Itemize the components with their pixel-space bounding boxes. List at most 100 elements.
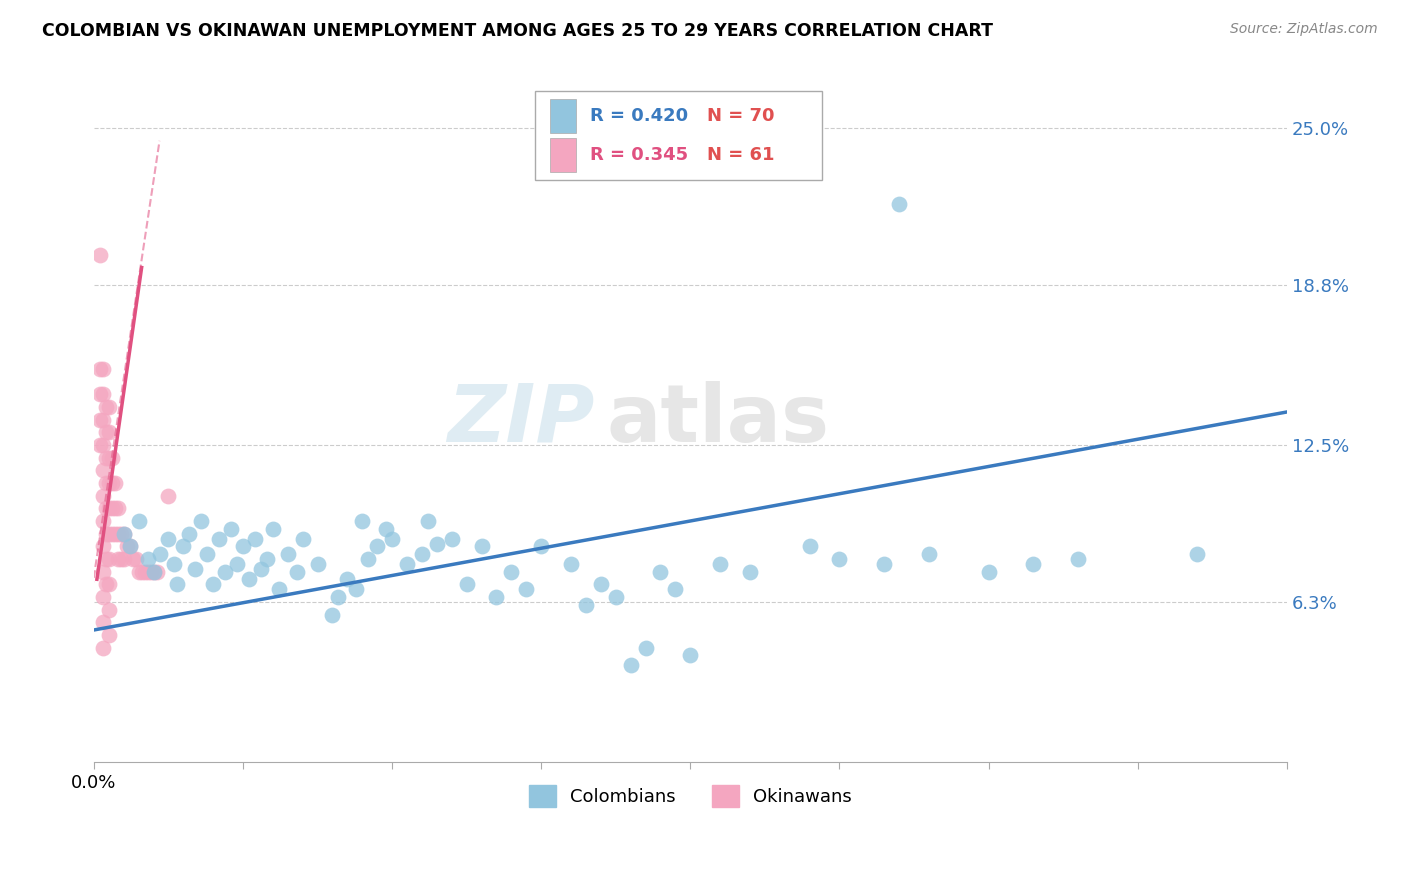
Point	[321, 607, 343, 622]
Point	[118, 539, 141, 553]
Point	[395, 557, 418, 571]
Point	[243, 532, 266, 546]
Point	[336, 572, 359, 586]
Point	[709, 557, 731, 571]
Point	[101, 450, 124, 465]
Point	[471, 539, 494, 553]
Point	[94, 577, 117, 591]
Point	[873, 557, 896, 571]
Point	[357, 552, 380, 566]
Point	[195, 547, 218, 561]
Point	[157, 489, 180, 503]
Point	[91, 362, 114, 376]
Point	[515, 582, 537, 597]
Point	[91, 489, 114, 503]
Point	[214, 565, 236, 579]
Point	[94, 552, 117, 566]
Point	[381, 532, 404, 546]
Text: N = 61: N = 61	[707, 146, 775, 164]
Point	[128, 565, 150, 579]
Text: COLOMBIAN VS OKINAWAN UNEMPLOYMENT AMONG AGES 25 TO 29 YEARS CORRELATION CHART: COLOMBIAN VS OKINAWAN UNEMPLOYMENT AMONG…	[42, 22, 993, 40]
Point	[977, 565, 1000, 579]
Point	[179, 526, 201, 541]
Point	[352, 514, 374, 528]
Point	[89, 248, 111, 262]
Point	[101, 501, 124, 516]
Point	[157, 532, 180, 546]
Point	[634, 640, 657, 655]
Point	[142, 565, 165, 579]
Point	[560, 557, 582, 571]
Point	[112, 526, 135, 541]
Point	[89, 362, 111, 376]
Point	[232, 539, 254, 553]
Point	[440, 532, 463, 546]
Point	[91, 438, 114, 452]
Text: R = 0.420: R = 0.420	[591, 107, 689, 125]
Point	[136, 565, 159, 579]
Point	[97, 425, 120, 440]
Point	[94, 450, 117, 465]
Point	[134, 565, 156, 579]
Point	[101, 526, 124, 541]
Point	[115, 539, 138, 553]
Text: atlas: atlas	[607, 381, 830, 458]
Point	[94, 400, 117, 414]
Point	[664, 582, 686, 597]
Point	[112, 552, 135, 566]
Point	[104, 501, 127, 516]
Point	[131, 565, 153, 579]
Point	[97, 501, 120, 516]
Point	[238, 572, 260, 586]
Point	[97, 603, 120, 617]
Point	[799, 539, 821, 553]
Point	[208, 532, 231, 546]
Point	[97, 450, 120, 465]
Point	[104, 526, 127, 541]
Point	[107, 501, 129, 516]
Point	[121, 552, 143, 566]
Point	[530, 539, 553, 553]
Point	[328, 590, 350, 604]
Point	[101, 475, 124, 490]
Point	[589, 577, 612, 591]
Point	[166, 577, 188, 591]
Point	[344, 582, 367, 597]
Point	[91, 514, 114, 528]
Point	[104, 475, 127, 490]
Point	[110, 552, 132, 566]
Bar	[550, 138, 576, 172]
Point	[89, 412, 111, 426]
Point	[110, 526, 132, 541]
Point	[738, 565, 761, 579]
Point	[97, 400, 120, 414]
Text: ZIP: ZIP	[447, 381, 595, 458]
Point	[828, 552, 851, 566]
Legend: Colombians, Okinawans: Colombians, Okinawans	[522, 778, 859, 814]
Point	[97, 552, 120, 566]
Point	[118, 539, 141, 553]
Point	[456, 577, 478, 591]
Point	[91, 539, 114, 553]
Point	[277, 547, 299, 561]
Point	[411, 547, 433, 561]
Point	[91, 463, 114, 477]
Point	[107, 552, 129, 566]
Point	[202, 577, 225, 591]
FancyBboxPatch shape	[536, 91, 821, 180]
Point	[307, 557, 329, 571]
Point	[485, 590, 508, 604]
Point	[89, 438, 111, 452]
Point	[91, 412, 114, 426]
Point	[142, 565, 165, 579]
Point	[107, 526, 129, 541]
Point	[219, 522, 242, 536]
Point	[291, 532, 314, 546]
Point	[250, 562, 273, 576]
Point	[375, 522, 398, 536]
Point	[1022, 557, 1045, 571]
Point	[94, 475, 117, 490]
Point	[285, 565, 308, 579]
Point	[97, 526, 120, 541]
Point	[679, 648, 702, 663]
